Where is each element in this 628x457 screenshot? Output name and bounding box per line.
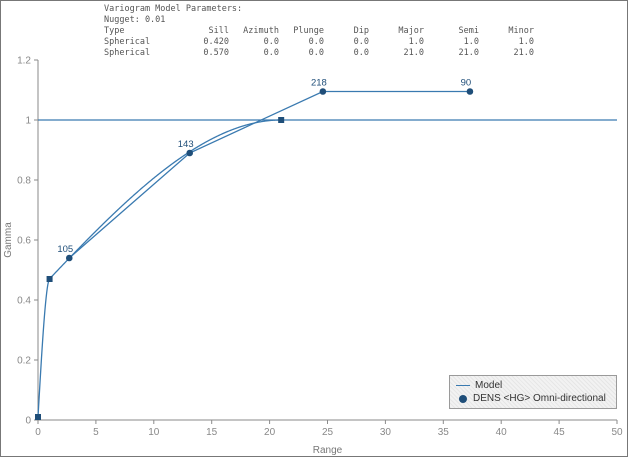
param-cell: 0.570 [203,48,229,58]
param-cell: Semi [458,26,479,36]
params-title: Variogram Model Parameters: [104,4,243,14]
legend-item-experimental: DENS <HG> Omni-directional [456,392,606,405]
y-tick-label: 1.2 [17,56,31,67]
params-header-row: Type Sill Azimuth Plunge Dip Major Semi Minor [104,26,534,37]
x-tick-label: 25 [322,427,334,438]
point-label: 90 [461,78,472,89]
legend-point-swatch [459,394,467,403]
param-cell: 21.0 [403,48,424,58]
param-cell: Spherical [104,37,151,47]
params-row: Spherical 0.570 0.0 0.0 0.0 21.0 21.0 21.0 [104,48,534,59]
model-marker [35,414,41,420]
legend-item-model: Model [456,379,502,392]
param-cell: 1.0 [463,37,479,47]
param-cell: Plunge [293,26,324,36]
x-tick-label: 35 [438,427,450,438]
param-cell: 0.0 [308,48,324,58]
param-cell: 0.0 [353,48,369,58]
y-axis-title: Gamma [3,222,14,258]
y-tick-label: 1 [25,116,31,127]
x-tick-label: 15 [206,427,218,438]
param-cell: Minor [508,26,534,36]
experimental-line [68,90,470,259]
experimental-point [65,254,73,262]
params-row: Spherical 0.420 0.0 0.0 0.0 1.0 1.0 1.0 [104,37,534,48]
model-curve [37,119,282,418]
param-cell: 21.0 [513,48,534,58]
y-tick-label: 0 [25,416,31,427]
point-label: 143 [178,139,194,150]
x-axis-title: Range [313,445,343,456]
x-tick-label: 10 [148,427,160,438]
x-tick-label: 20 [264,427,276,438]
param-cell: 0.0 [263,37,279,47]
param-cell: 1.0 [518,37,534,47]
param-cell: Spherical [104,48,151,58]
param-cell: 0.0 [263,48,279,58]
y-tick-label: 0.2 [17,356,31,367]
x-tick-label: 50 [611,427,623,438]
experimental-point [466,88,474,95]
model-marker [46,276,53,282]
legend-line-swatch [456,385,470,386]
param-cell: Type [104,26,125,36]
point-label: 105 [57,244,73,255]
param-cell: 0.0 [353,37,369,47]
param-cell: Sill [208,26,229,36]
param-cell: Azimuth [243,26,279,36]
y-tick-label: 0.6 [17,236,31,247]
model-marker [278,117,285,123]
param-cell: 0.420 [203,37,229,47]
x-tick-label: 5 [93,427,99,438]
param-cell: Major [398,26,424,36]
x-tick-label: 45 [554,427,566,438]
y-tick-label: 0.4 [17,296,31,307]
x-tick-label: 40 [496,427,508,438]
param-cell: Dip [353,26,369,36]
experimental-point [319,88,327,95]
x-tick-label: 30 [380,427,392,438]
param-cell: 0.0 [308,37,324,47]
point-label: 218 [311,78,327,89]
param-cell: 21.0 [458,48,479,58]
x-tick-label: 0 [35,427,41,438]
legend-label-model: Model [475,380,503,391]
params-nugget: Nugget: 0.01 [104,15,166,25]
param-cell: 1.0 [408,37,424,47]
variogram-parameters: Variogram Model Parameters: Nugget: 0.01 T… [104,4,534,59]
legend: Model DENS <HG> Omni-directional [449,375,617,409]
y-tick-label: 0.8 [17,176,31,187]
legend-label-experimental: DENS <HG> Omni-directional [473,393,606,404]
experimental-point [186,149,193,157]
